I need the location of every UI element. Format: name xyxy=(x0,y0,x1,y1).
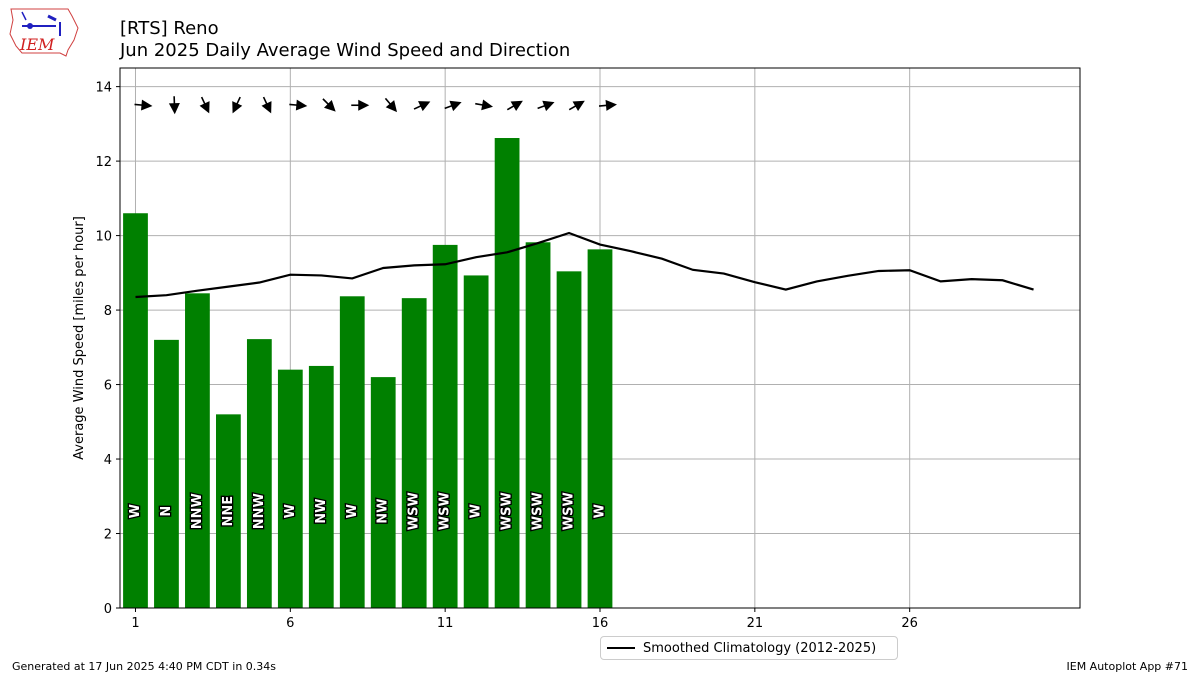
chart-title: Jun 2025 Daily Average Wind Speed and Di… xyxy=(120,40,571,61)
direction-label: W xyxy=(593,504,608,518)
x-tick-label: 11 xyxy=(437,616,454,631)
wind-arrow xyxy=(444,100,462,112)
wind-speed-bar xyxy=(246,339,272,608)
y-tick-label: 0 xyxy=(104,602,112,617)
y-tick-label: 14 xyxy=(95,81,112,96)
wind-arrow xyxy=(322,98,336,112)
direction-label: NNW xyxy=(190,493,205,529)
wind-arrows xyxy=(134,96,617,115)
direction-label: N xyxy=(159,506,174,517)
y-axis: 0 2 4 6 8 10 12 14 xyxy=(95,81,120,617)
wind-arrow-head xyxy=(323,99,336,112)
x-tick-label: 16 xyxy=(592,616,609,631)
wind-speed-bar xyxy=(587,249,613,608)
wind-speed-bar xyxy=(401,298,427,608)
wind-speed-bar xyxy=(277,369,303,608)
climatology-series xyxy=(135,231,1034,299)
wind-speed-bar xyxy=(339,296,365,608)
x-axis: 1 6 11 16 21 26 xyxy=(131,608,918,631)
wind-arrow-head xyxy=(418,101,431,112)
iem-logo: IEM xyxy=(8,6,80,58)
x-tick-label: 1 xyxy=(131,616,139,631)
wind-speed-bar xyxy=(556,271,582,608)
direction-label: WSW xyxy=(500,492,515,530)
generated-timestamp: Generated at 17 Jun 2025 4:40 PM CDT in … xyxy=(12,660,277,673)
app-id: IEM Autoplot App #71 xyxy=(1066,660,1189,673)
legend-label: Smoothed Climatology (2012-2025) xyxy=(643,640,877,656)
x-tick-label: 26 xyxy=(901,616,918,631)
direction-label: W xyxy=(345,504,360,518)
wind-arrow-head xyxy=(261,101,272,114)
y-tick-label: 10 xyxy=(95,230,112,245)
wind-arrow-head xyxy=(605,99,617,111)
wind-arrow xyxy=(261,96,272,114)
y-tick-label: 12 xyxy=(95,155,112,170)
wind-speed-bar xyxy=(123,213,148,608)
y-tick-label: 6 xyxy=(104,379,112,394)
wind-arrow-head xyxy=(295,99,308,111)
x-tick-label: 6 xyxy=(286,616,294,631)
y-tick-label: 2 xyxy=(104,528,112,543)
direction-label: NNE xyxy=(221,496,236,527)
legend: Smoothed Climatology (2012-2025) xyxy=(600,636,898,660)
direction-label: W xyxy=(283,504,298,518)
wind-arrow-head xyxy=(232,101,243,114)
y-tick-label: 4 xyxy=(104,453,112,468)
wind-arrow-head xyxy=(199,101,210,114)
y-tick-label: 8 xyxy=(104,304,112,319)
wind-arrow xyxy=(289,99,308,111)
wind-arrow-head xyxy=(141,99,153,111)
direction-labels: W N NNW NNE NNW W NW W NW WSW WSW W WSW WSW WSW W xyxy=(127,491,609,532)
chart-title-station: [RTS] Reno xyxy=(120,18,219,39)
direction-label: NW xyxy=(314,499,329,524)
wind-arrow xyxy=(506,100,523,112)
wind-arrow xyxy=(598,99,617,111)
bar-series xyxy=(123,138,613,608)
direction-label: NNW xyxy=(252,493,267,529)
climatology-line xyxy=(135,231,1034,299)
wind-arrow-head xyxy=(449,100,462,112)
wind-arrow xyxy=(351,99,370,111)
wind-arrow-head xyxy=(385,100,398,113)
wind-speed-bar xyxy=(432,244,458,608)
wind-arrow xyxy=(134,99,153,111)
wind-arrow xyxy=(168,96,180,115)
wind-arrow xyxy=(384,97,398,113)
direction-label: WSW xyxy=(562,492,577,530)
wind-arrow xyxy=(199,96,210,114)
direction-label: W xyxy=(469,504,484,518)
wind-arrow xyxy=(232,96,243,114)
wind-arrow-head xyxy=(572,100,585,112)
wind-arrow xyxy=(475,99,493,111)
wind-arrow xyxy=(568,100,585,112)
x-tick-label: 21 xyxy=(747,616,764,631)
wind-speed-bar xyxy=(370,377,396,608)
wind-speed-bar xyxy=(308,365,334,608)
wind-speed-bar xyxy=(463,275,489,608)
direction-label: WSW xyxy=(531,492,546,530)
wind-speed-bar xyxy=(494,138,520,608)
wind-speed-bar xyxy=(154,339,179,608)
wind-arrow-head xyxy=(168,103,180,115)
iem-logo-graphic: IEM xyxy=(9,8,79,57)
wind-arrow-head xyxy=(542,100,555,112)
direction-label: W xyxy=(128,504,143,518)
wind-speed-bar xyxy=(185,293,210,608)
direction-label: WSW xyxy=(438,492,453,530)
wind-speed-bar xyxy=(525,242,551,608)
wind-arrow-head xyxy=(510,100,523,112)
wind-arrow-head xyxy=(358,99,370,111)
legend-line-swatch xyxy=(607,647,635,649)
wind-arrow xyxy=(413,101,431,112)
direction-label: NW xyxy=(376,499,391,524)
direction-label: WSW xyxy=(407,492,422,530)
wind-speed-bar xyxy=(216,414,241,608)
wind-arrow-head xyxy=(481,99,493,111)
y-axis-label: Average Wind Speed [miles per hour] xyxy=(72,216,87,460)
svg-text:IEM: IEM xyxy=(19,35,55,54)
wind-arrow xyxy=(537,100,555,112)
